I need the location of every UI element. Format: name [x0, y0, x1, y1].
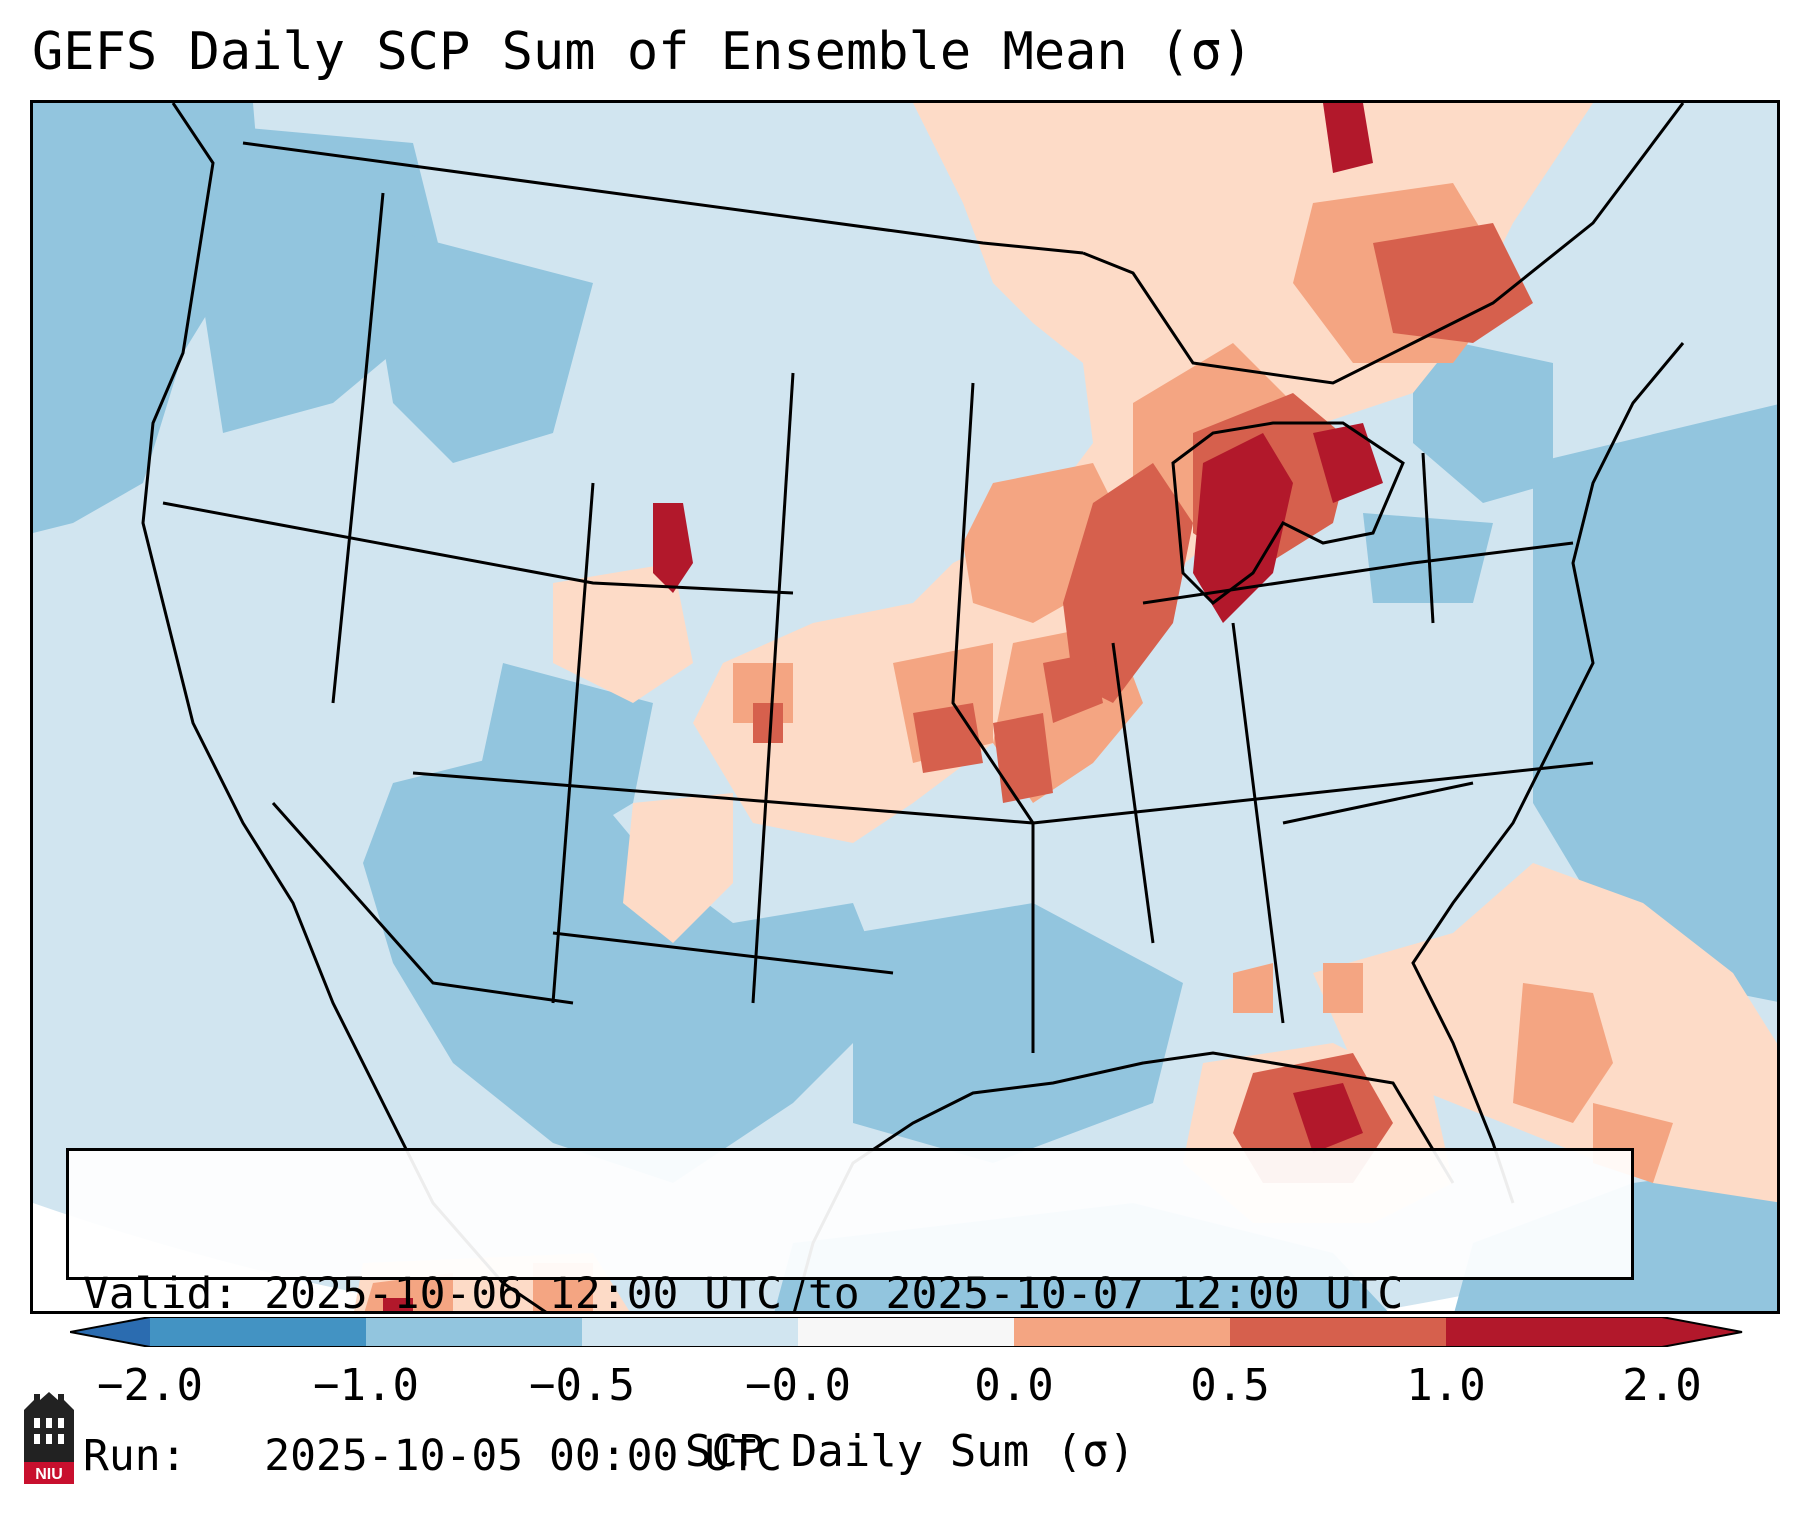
valid-row: Valid: 2025-10-06 12:00 UTC to 2025-10-0…	[83, 1267, 1617, 1321]
colorbar-extend-high	[1662, 1317, 1742, 1347]
colorbar-tick: −2.0	[97, 1360, 203, 1411]
run-value: 2025-10-05 00:00 UTC	[264, 1431, 782, 1481]
niu-logo: NIU	[24, 1392, 74, 1484]
colorbar-tick: 0.5	[1190, 1360, 1270, 1411]
colorbar-tick: −0.0	[745, 1360, 851, 1411]
colorbar	[70, 1317, 1743, 1347]
colorbar-extend-low	[70, 1317, 150, 1347]
svg-text:NIU: NIU	[35, 1466, 63, 1483]
northeast-border	[1082, 103, 1685, 385]
canada-border	[242, 141, 1084, 255]
colorbar-bin	[798, 1317, 1014, 1347]
colorbar-tick: −0.5	[529, 1360, 635, 1411]
colorbar-bin	[366, 1317, 582, 1347]
colorbar-tick: 2.0	[1622, 1360, 1702, 1411]
colorbar-bin	[150, 1317, 366, 1347]
valid-label: Valid:	[83, 1269, 239, 1319]
run-label: Run:	[83, 1431, 187, 1481]
colorbar-bin	[582, 1317, 798, 1347]
map-canvas	[33, 103, 1777, 1311]
colorbar-bin	[1230, 1317, 1446, 1347]
valid-value: 2025-10-06 12:00 UTC to 2025-10-07 12:00…	[264, 1269, 1404, 1319]
colorbar-bin	[1446, 1317, 1662, 1347]
colorbar-tick: 0.0	[974, 1360, 1054, 1411]
colorbar-tick: 1.0	[1406, 1360, 1486, 1411]
colorbar-tick: −1.0	[313, 1360, 419, 1411]
above-normal-extreme-regions	[383, 103, 1383, 1311]
great-lakes	[1171, 421, 1405, 605]
valid-run-info: Valid: 2025-10-06 12:00 UTC to 2025-10-0…	[66, 1148, 1634, 1481]
map-panel	[30, 100, 1780, 1314]
run-row: Run: 2025-10-05 00:00 UTC	[83, 1429, 1617, 1483]
chart-title: GEFS Daily SCP Sum of Ensemble Mean (σ)	[32, 22, 1253, 82]
colorbar-bin	[1014, 1317, 1230, 1347]
colorbar-label: SCP Daily Sum (σ)	[684, 1426, 1136, 1477]
east-coastline	[1411, 342, 1685, 1204]
